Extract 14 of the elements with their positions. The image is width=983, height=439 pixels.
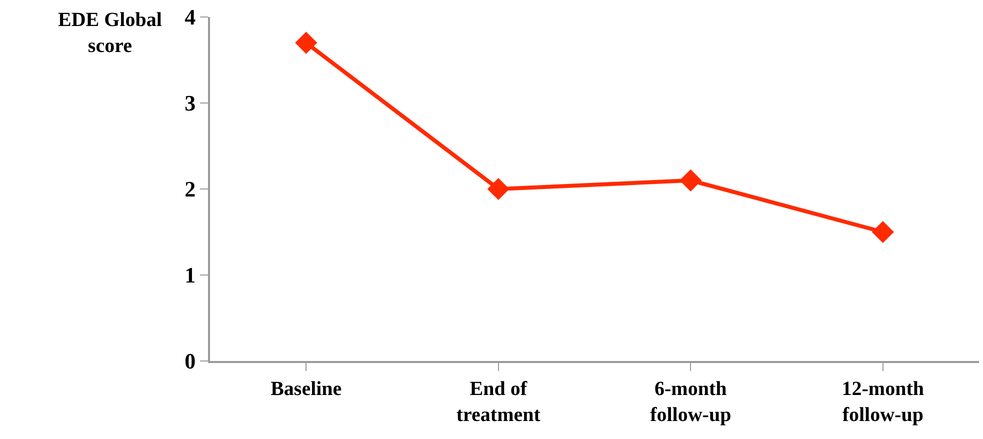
x-tick-label: Baseline	[270, 378, 342, 400]
point	[487, 178, 510, 200]
x-tick-label: End of treatment	[456, 378, 541, 426]
point	[872, 220, 894, 244]
point	[680, 169, 702, 192]
y-tick-label: 2	[184, 176, 196, 202]
y-tick-label: 1	[184, 262, 196, 288]
point	[295, 32, 318, 54]
y-axis-title: EDE Global score	[58, 9, 162, 57]
x-tick-label: 6-month follow-up	[650, 378, 732, 426]
y-tick-label: 3	[184, 90, 196, 116]
y-tick-label: 0	[184, 348, 196, 374]
y-tick-label: 4	[184, 4, 196, 30]
x-tick-label: 12-month follow-up	[842, 378, 924, 426]
